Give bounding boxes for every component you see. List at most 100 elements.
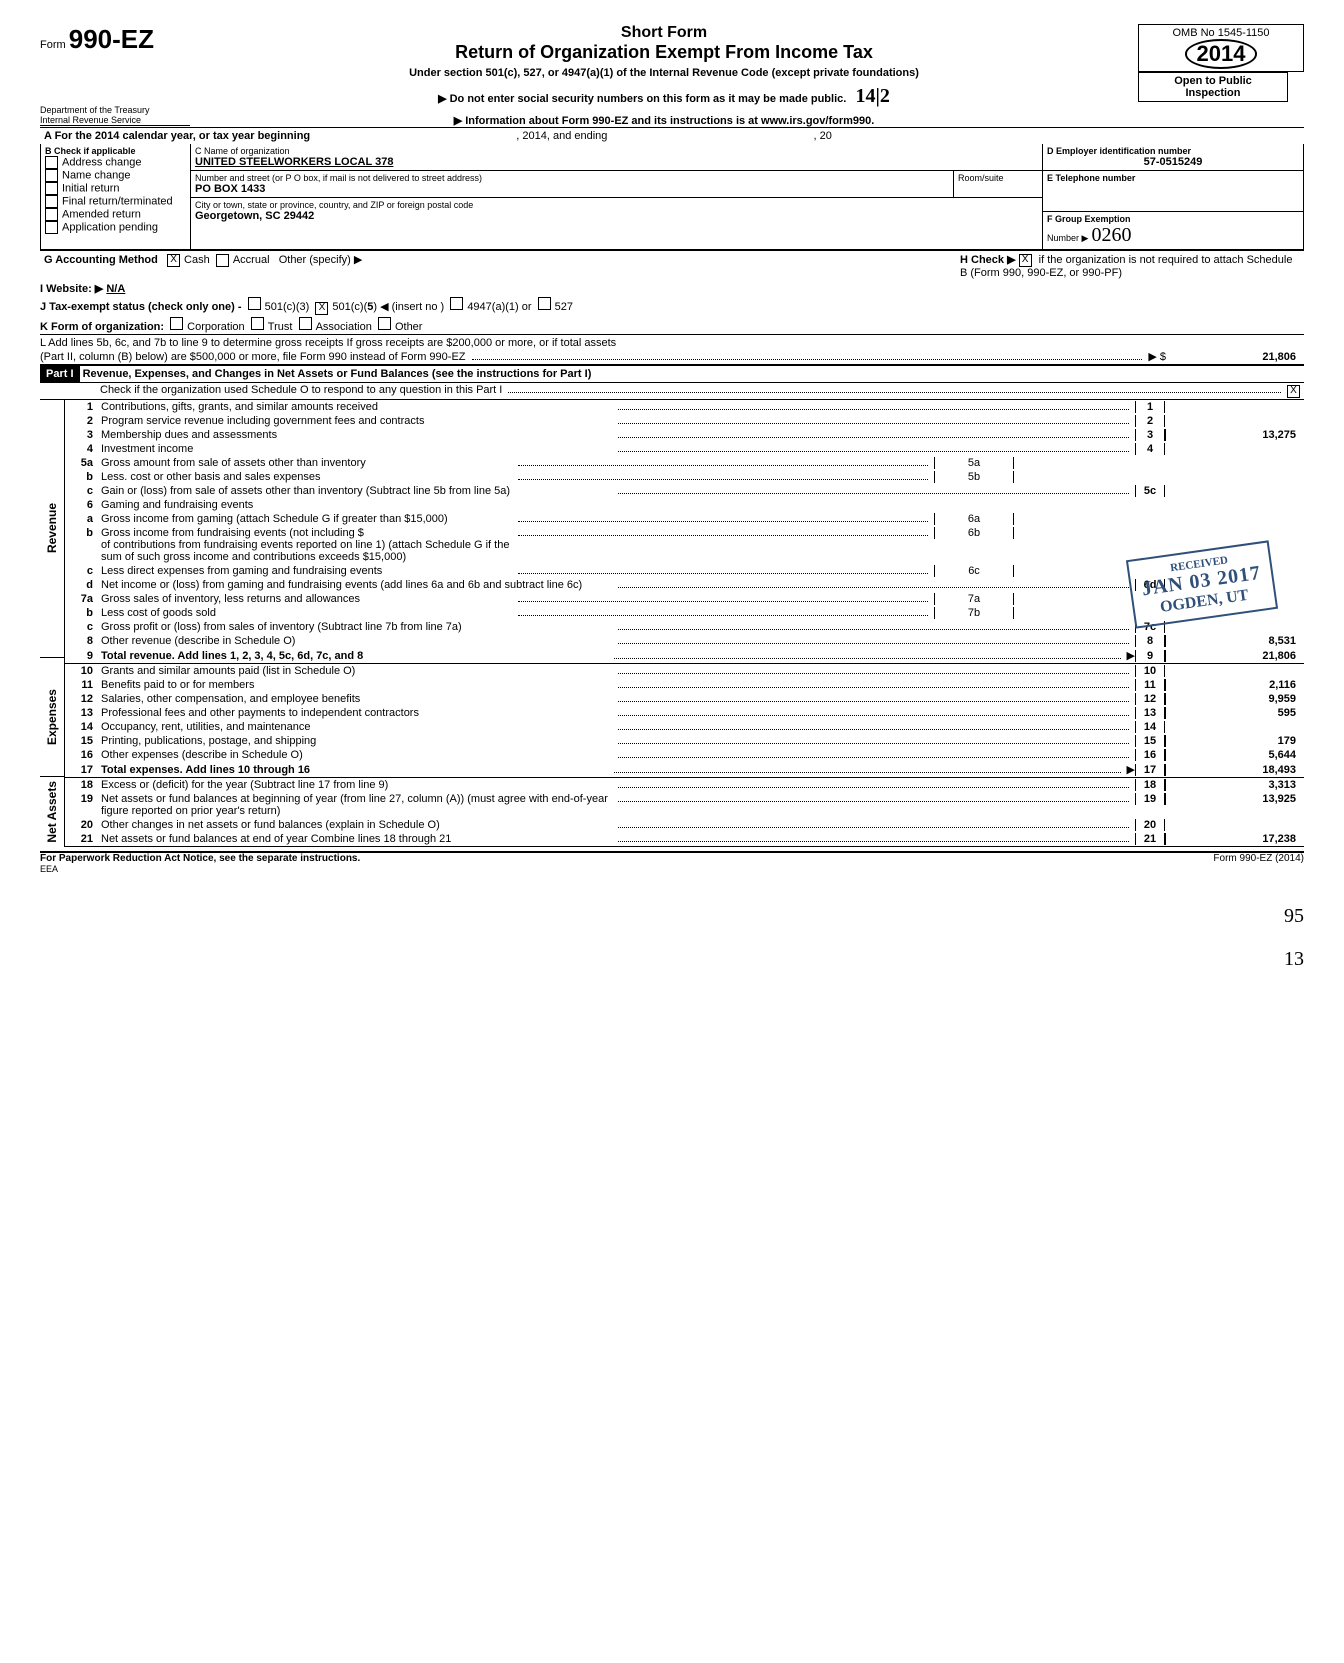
chk-kother[interactable] — [378, 317, 391, 330]
ein: 57-0515249 — [1047, 156, 1299, 168]
ssn-notice: ▶ Do not enter social security numbers o… — [190, 85, 1138, 108]
j-501c: 501(c)( — [332, 301, 367, 313]
amt-19: 13,925 — [1165, 793, 1304, 805]
line-num-14: 14 — [65, 721, 101, 733]
numcol-11: 11 — [1135, 679, 1165, 691]
subtitle: Under section 501(c), 527, or 4947(a)(1)… — [190, 67, 1138, 79]
j-527: 527 — [555, 301, 573, 313]
numcol-10: 10 — [1135, 665, 1165, 677]
info-notice: ▶ Information about Form 990-EZ and its … — [190, 114, 1138, 127]
line-num-7c: c — [65, 621, 101, 633]
line-num-5c: c — [65, 485, 101, 497]
row-i: I Website: ▶ N/A — [40, 281, 1304, 296]
line-num-6a: a — [65, 513, 101, 525]
chk-address[interactable] — [45, 156, 58, 169]
g-label: G Accounting Method — [44, 254, 158, 266]
line-label-21: Net assets or fund balances at end of ye… — [101, 833, 612, 845]
line-num-10: 10 — [65, 665, 101, 677]
line-num-2: 2 — [65, 415, 101, 427]
footer-right: Form 990-EZ (2014) — [1213, 853, 1304, 875]
tax-year: 2014 — [1185, 39, 1258, 69]
right-header: OMB No 1545-1150 2014 Open to Public Ins… — [1138, 24, 1304, 102]
amt-13: 595 — [1165, 707, 1304, 719]
subcol-7b: 7b — [934, 607, 1014, 619]
chk-assoc[interactable] — [299, 317, 312, 330]
line-3: 3Membership dues and assessments313,275 — [65, 428, 1304, 442]
line-label-9: Total revenue. Add lines 1, 2, 3, 4, 5c,… — [101, 650, 608, 662]
row-a: A For the 2014 calendar year, or tax yea… — [40, 127, 1304, 144]
row-l: L Add lines 5b, 6c, and 7b to line 9 to … — [40, 334, 1304, 364]
vlabel-revenue: Revenue — [41, 499, 63, 557]
chk-trust[interactable] — [251, 317, 264, 330]
b-item-0: Address change — [62, 156, 142, 168]
l-text2: (Part II, column (B) below) are $500,000… — [40, 351, 466, 363]
i-label: I Website: ▶ — [40, 282, 103, 295]
vlabel-expenses: Expenses — [41, 685, 63, 749]
numcol-20: 20 — [1135, 819, 1165, 831]
chk-527[interactable] — [538, 297, 551, 310]
line-5a: 5a Gross amount from sale of assets other… — [65, 456, 1304, 470]
b-label: B Check if applicable — [45, 146, 186, 156]
chk-accrual[interactable] — [216, 254, 229, 267]
line-label-19: Net assets or fund balances at beginning… — [101, 793, 612, 817]
line-num-4: 4 — [65, 443, 101, 455]
line-num-13: 13 — [65, 707, 101, 719]
line-label-6: Gaming and fundraising events — [101, 499, 1304, 511]
chk-final[interactable] — [45, 195, 58, 208]
room-suite: Room/suite — [953, 171, 1042, 197]
line-2: 2Program service revenue including gover… — [65, 414, 1304, 428]
chk-corp[interactable] — [170, 317, 183, 330]
numcol-16: 16 — [1135, 749, 1165, 761]
part1-check-row: Check if the organization used Schedule … — [40, 383, 1304, 400]
k-label: K Form of organization: — [40, 321, 164, 333]
numcol-9: 9 — [1135, 650, 1165, 662]
line-13: 13Professional fees and other payments t… — [65, 706, 1304, 720]
j-label: J Tax-exempt status (check only one) - — [40, 301, 242, 313]
form-number: 990-EZ — [69, 24, 154, 54]
hand-1412: 14|2 — [856, 85, 890, 107]
chk-501c3[interactable] — [248, 297, 261, 310]
line-label-15: Printing, publications, postage, and shi… — [101, 735, 612, 747]
numcol-8: 8 — [1135, 635, 1165, 647]
chk-h[interactable]: X — [1019, 254, 1032, 267]
k-other: Other — [395, 321, 423, 333]
b-item-1: Name change — [62, 169, 131, 181]
chk-4947[interactable] — [450, 297, 463, 310]
amt-21: 17,238 — [1165, 833, 1304, 845]
open-public-1: Open to Public — [1143, 75, 1283, 87]
form-header: Form 990-EZ Department of the Treasury I… — [40, 24, 1304, 127]
chk-name[interactable] — [45, 169, 58, 182]
part1-header: Part I Revenue, Expenses, and Changes in… — [40, 364, 1304, 383]
chk-501c[interactable]: X — [315, 302, 328, 315]
f-label2: Number ▶ — [1047, 233, 1088, 243]
c-city-label: City or town, state or province, country… — [195, 200, 1038, 210]
b-item-2: Initial return — [62, 182, 119, 194]
line-num-12: 12 — [65, 693, 101, 705]
c-label: C Name of organization — [195, 146, 1038, 156]
g-other: Other (specify) ▶ — [279, 254, 363, 266]
form-number-box: Form 990-EZ Department of the Treasury I… — [40, 24, 190, 126]
chk-amended[interactable] — [45, 208, 58, 221]
numcol-5c: 5c — [1135, 485, 1165, 497]
part1-label: Part I — [40, 366, 80, 382]
org-city: Georgetown, SC 29442 — [195, 210, 1038, 222]
line-label-5b: Less. cost or other basis and sales expe… — [101, 471, 512, 483]
line-4: 4Investment income4 — [65, 442, 1304, 456]
line-label-5a: Gross amount from sale of assets other t… — [101, 457, 512, 469]
b-item-3: Final return/terminated — [62, 195, 173, 207]
chk-initial[interactable] — [45, 182, 58, 195]
line-num-21: 21 — [65, 833, 101, 845]
line-6a: aGross income from gaming (attach Schedu… — [65, 512, 1304, 526]
numcol-14: 14 — [1135, 721, 1165, 733]
short-form-title: Short Form — [190, 24, 1138, 42]
amt-11: 2,116 — [1165, 679, 1304, 691]
b-item-5: Application pending — [62, 221, 158, 233]
subcol-5a: 5a — [934, 457, 1014, 469]
chk-cash[interactable]: X — [167, 254, 180, 267]
chk-schedo[interactable]: X — [1287, 385, 1300, 398]
line-num-6b: b — [65, 527, 101, 539]
row-a-end: , 20 — [814, 130, 832, 142]
chk-pending[interactable] — [45, 221, 58, 234]
line-label-5c: Gain or (loss) from sale of assets other… — [101, 485, 612, 497]
line-num-11: 11 — [65, 679, 101, 691]
